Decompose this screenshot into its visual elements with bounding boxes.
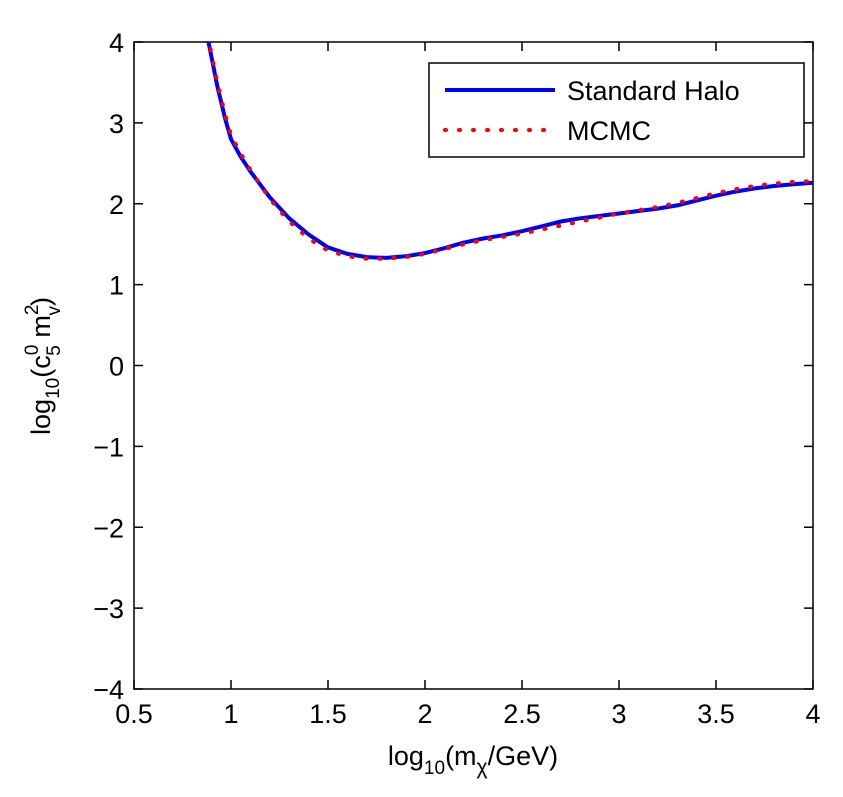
x-axis-label: log10(mχ/GeV) <box>388 741 558 779</box>
y-tick-label: −4 <box>93 675 124 705</box>
x-tick-label: 4 <box>805 699 820 729</box>
ticks <box>133 41 814 690</box>
legend-box <box>428 62 805 158</box>
y-tick-label: −3 <box>93 594 124 624</box>
x-tick-label: 2.5 <box>503 699 541 729</box>
tick-labels: 0.5 1 1.5 2 2.5 3 3.5 4 −4 −3 −2 −1 0 1 2 3 4 <box>93 28 820 729</box>
x-tick-label: 1 <box>223 699 238 729</box>
y-tick-label: −1 <box>93 432 124 462</box>
x-tick-label: 0.5 <box>115 699 153 729</box>
legend-label-standard-halo: Standard Halo <box>567 76 740 106</box>
y-tick-label: 3 <box>109 109 124 139</box>
series-lines <box>206 42 813 261</box>
y-tick-label: −2 <box>93 513 124 543</box>
y-tick-label: 1 <box>109 271 124 301</box>
x-tick-label: 3.5 <box>697 699 735 729</box>
y-axis-label: log10(c05 m2v) <box>22 297 65 435</box>
x-tick-label: 1.5 <box>309 699 347 729</box>
series-line-standard-halo <box>206 42 813 260</box>
y-tick-label: 2 <box>109 190 124 220</box>
x-tick-label: 3 <box>611 699 626 729</box>
legend-label-mcmc: MCMC <box>567 116 651 146</box>
x-tick-label: 2 <box>417 699 432 729</box>
y-tick-label: 4 <box>109 28 124 58</box>
y-tick-label: 0 <box>109 352 124 382</box>
legend: Standard Halo MCMC <box>428 62 805 158</box>
